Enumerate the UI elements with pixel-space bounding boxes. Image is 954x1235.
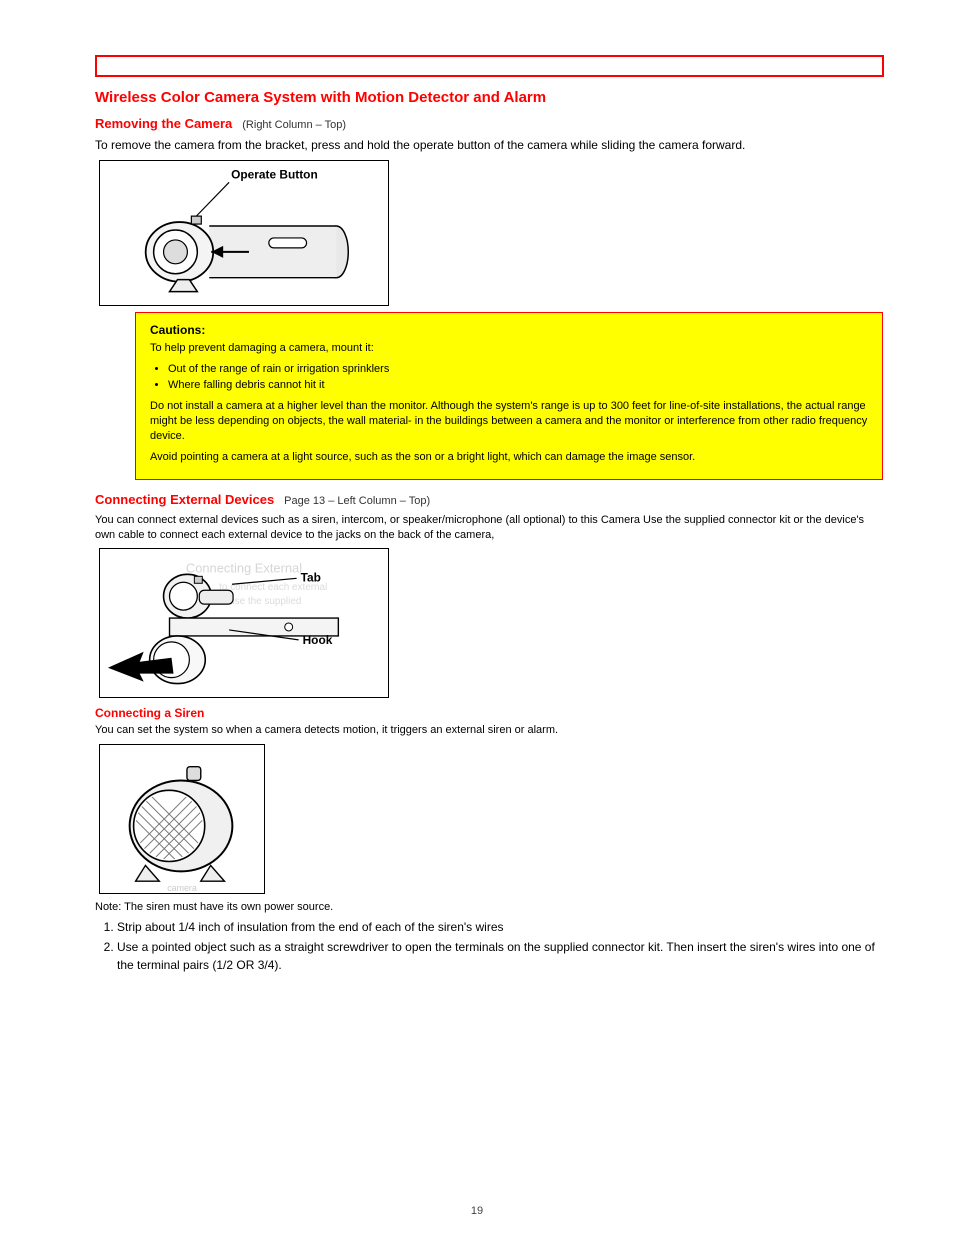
svg-text:Tab: Tab [301, 571, 321, 585]
svg-text:Hook: Hook [303, 633, 333, 647]
svg-text:use the supplied: use the supplied [229, 597, 301, 608]
external-heading: Connecting External Devices [95, 492, 274, 507]
siren-steps: Strip about 1/4 inch of insulation from … [95, 919, 884, 974]
caution-list: Out of the range of rain or irrigation s… [168, 362, 868, 394]
external-top-note: Page 13 – Left Column – Top) [284, 495, 430, 507]
svg-text:camera: camera [167, 883, 197, 893]
siren-step: Strip about 1/4 inch of insulation from … [117, 919, 884, 936]
siren-step: Use a pointed object such as a straight … [117, 939, 884, 974]
remove-heading-row: Removing the Camera (Right Column – Top) [95, 116, 884, 131]
caution-p1: To help prevent damaging a camera, mount… [150, 341, 868, 356]
caution-p2: Do not install a camera at a higher leve… [150, 399, 868, 444]
top-red-rule [95, 55, 884, 77]
caution-heading: Cautions: [150, 323, 868, 337]
page-number: 19 [0, 1205, 954, 1217]
main-heading: Wireless Color Camera System with Motion… [95, 89, 884, 106]
svg-text:Connecting External: Connecting External [186, 561, 302, 576]
caution-p3: Avoid pointing a camera at a light sourc… [150, 450, 868, 465]
remove-paragraph: To remove the camera from the bracket, p… [95, 137, 884, 154]
siren-note: Note: The siren must have its own power … [95, 900, 884, 915]
remove-top-note: (Right Column – Top) [242, 119, 346, 131]
siren-heading: Connecting a Siren [95, 706, 884, 720]
figure-operate-button: Operate Button [99, 160, 389, 306]
caution-panel: Cautions: To help prevent damaging a cam… [135, 312, 883, 480]
caution-bullet: Out of the range of rain or irrigation s… [168, 362, 868, 377]
figure-siren: camera [99, 744, 265, 894]
external-paragraph: You can connect external devices such as… [95, 513, 884, 543]
caution-bullet: Where falling debris cannot hit it [168, 378, 868, 393]
external-heading-row: Connecting External Devices Page 13 – Le… [95, 492, 884, 507]
svg-text:Operate Button: Operate Button [231, 167, 318, 181]
remove-heading: Removing the Camera [95, 116, 232, 131]
siren-p1: You can set the system so when a camera … [95, 723, 884, 738]
figure-tab-hook: Connecting External to connect each exte… [99, 548, 389, 698]
